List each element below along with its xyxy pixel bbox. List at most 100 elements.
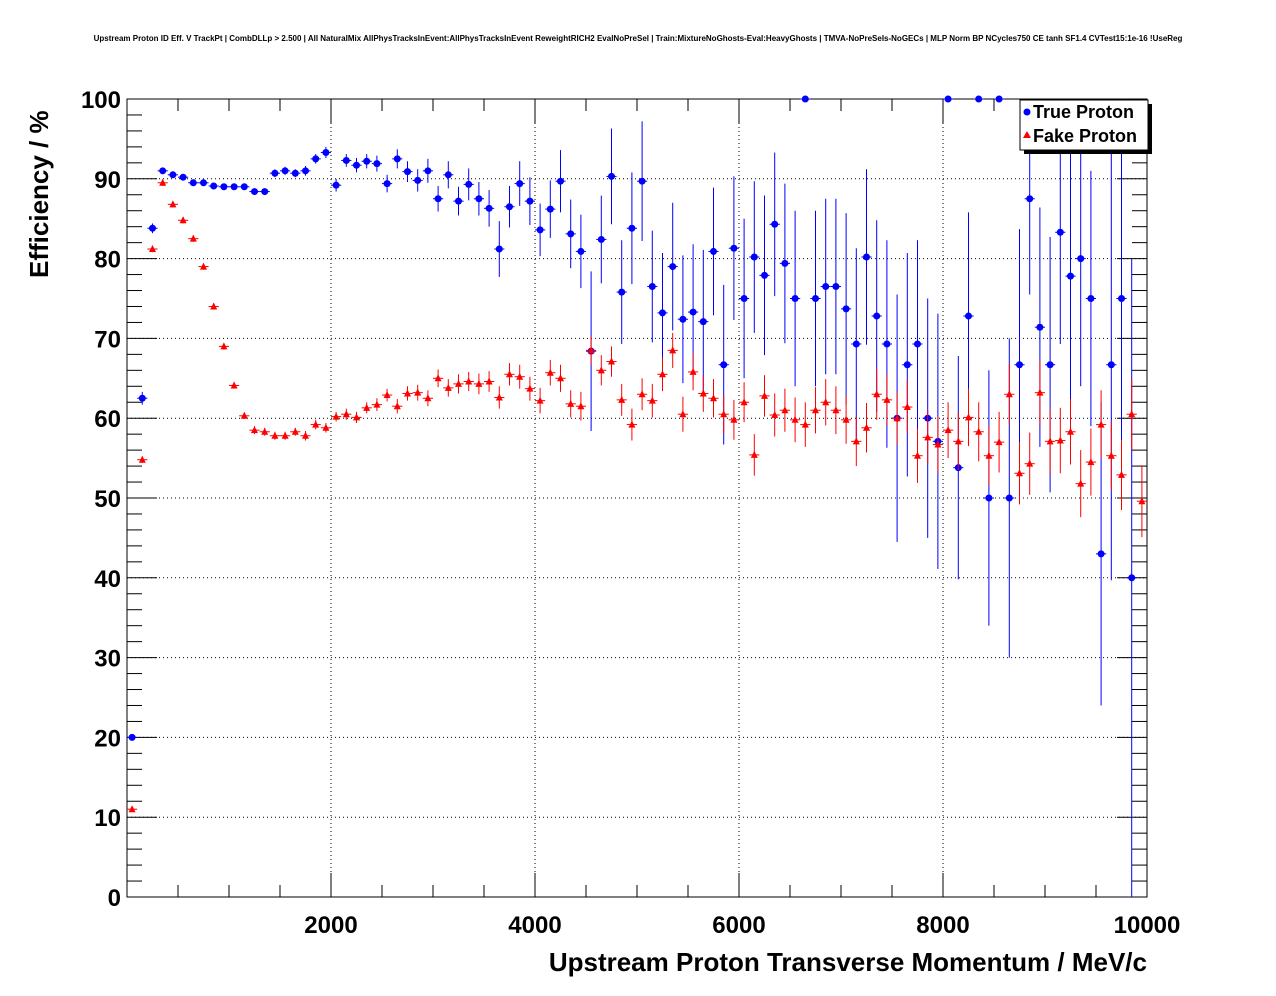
data-point [312,155,320,163]
y-tick-label: 50 [94,486,121,513]
data-point [373,400,381,408]
grid-lines [127,99,1147,897]
data-point [1077,255,1085,263]
x-tick-label: 2000 [304,912,357,939]
data-point [169,200,177,208]
data-point [546,368,554,376]
data-point [679,410,687,418]
data-point [903,403,911,411]
data-point [200,179,207,187]
data-point [832,406,840,414]
series-fake-proton [127,178,1147,813]
data-point [730,244,738,252]
data-point [251,188,258,196]
data-point [628,420,636,428]
data-point [699,318,707,326]
data-point [597,235,605,243]
data-point [1097,420,1105,428]
data-point [179,216,187,224]
data-point [424,167,432,175]
data-point [332,412,340,420]
data-point [506,203,513,211]
x-tick-label: 6000 [712,912,765,939]
data-point [883,395,891,403]
data-point [281,167,289,175]
y-tick-label: 30 [94,646,121,673]
data-point [240,183,248,191]
data-point [281,431,289,439]
data-point [863,253,870,261]
x-tick-label: 4000 [508,912,561,939]
data-point [1118,470,1125,478]
x-tick-label: 8000 [916,912,969,939]
data-point [251,426,258,434]
data-point [577,247,585,255]
data-point [883,340,891,348]
data-point [1087,458,1095,466]
data-point [873,312,881,320]
data-point [444,171,452,179]
data-point [740,398,748,406]
data-point [618,288,626,296]
data-point [271,169,279,177]
data-point [149,245,156,253]
y-tick-label: 20 [94,725,121,752]
data-point [475,379,483,387]
data-point [138,394,146,402]
data-point [822,283,830,291]
data-point [791,295,799,302]
data-point [383,391,391,399]
data-point [526,197,534,205]
data-point [669,263,677,271]
data-point [302,431,309,439]
data-point [1118,295,1125,302]
data-point [230,381,238,389]
data-point [801,420,809,428]
data-point [383,180,391,188]
data-point [1016,361,1023,369]
data-point [455,197,462,205]
data-point [322,148,330,156]
data-point [1026,195,1034,203]
data-point [169,171,177,179]
y-tick-label: 80 [94,247,121,274]
data-point [1036,388,1044,396]
data-point [750,253,758,261]
data-point [914,451,921,459]
data-point [1097,550,1105,558]
data-point [689,367,697,375]
y-tick-label: 10 [94,805,121,832]
data-point [934,440,942,448]
y-tick-label: 40 [94,566,121,593]
data-point [404,389,411,397]
data-point [1087,295,1095,302]
data-point [475,195,483,203]
data-point [873,390,881,398]
data-point [1036,323,1044,331]
data-point [179,173,187,181]
data-point [332,181,340,189]
data-point [781,406,789,414]
data-point [761,391,768,399]
data-point [771,411,779,419]
data-point [832,283,840,291]
data-point [975,95,983,103]
data-point [465,180,473,188]
data-point [455,379,462,387]
data-point [761,271,768,279]
data-point [128,733,136,741]
y-tick-label: 0 [108,885,121,912]
data-point [342,410,350,418]
data-point [189,179,197,187]
y-tick-label: 60 [94,406,121,433]
data-point [434,195,442,203]
data-point [1056,228,1064,236]
data-point [903,361,911,369]
data-point [812,295,819,302]
data-point [720,361,728,369]
data-point [312,420,320,428]
data-point [638,390,646,398]
data-point [261,427,269,435]
data-point [944,95,952,103]
